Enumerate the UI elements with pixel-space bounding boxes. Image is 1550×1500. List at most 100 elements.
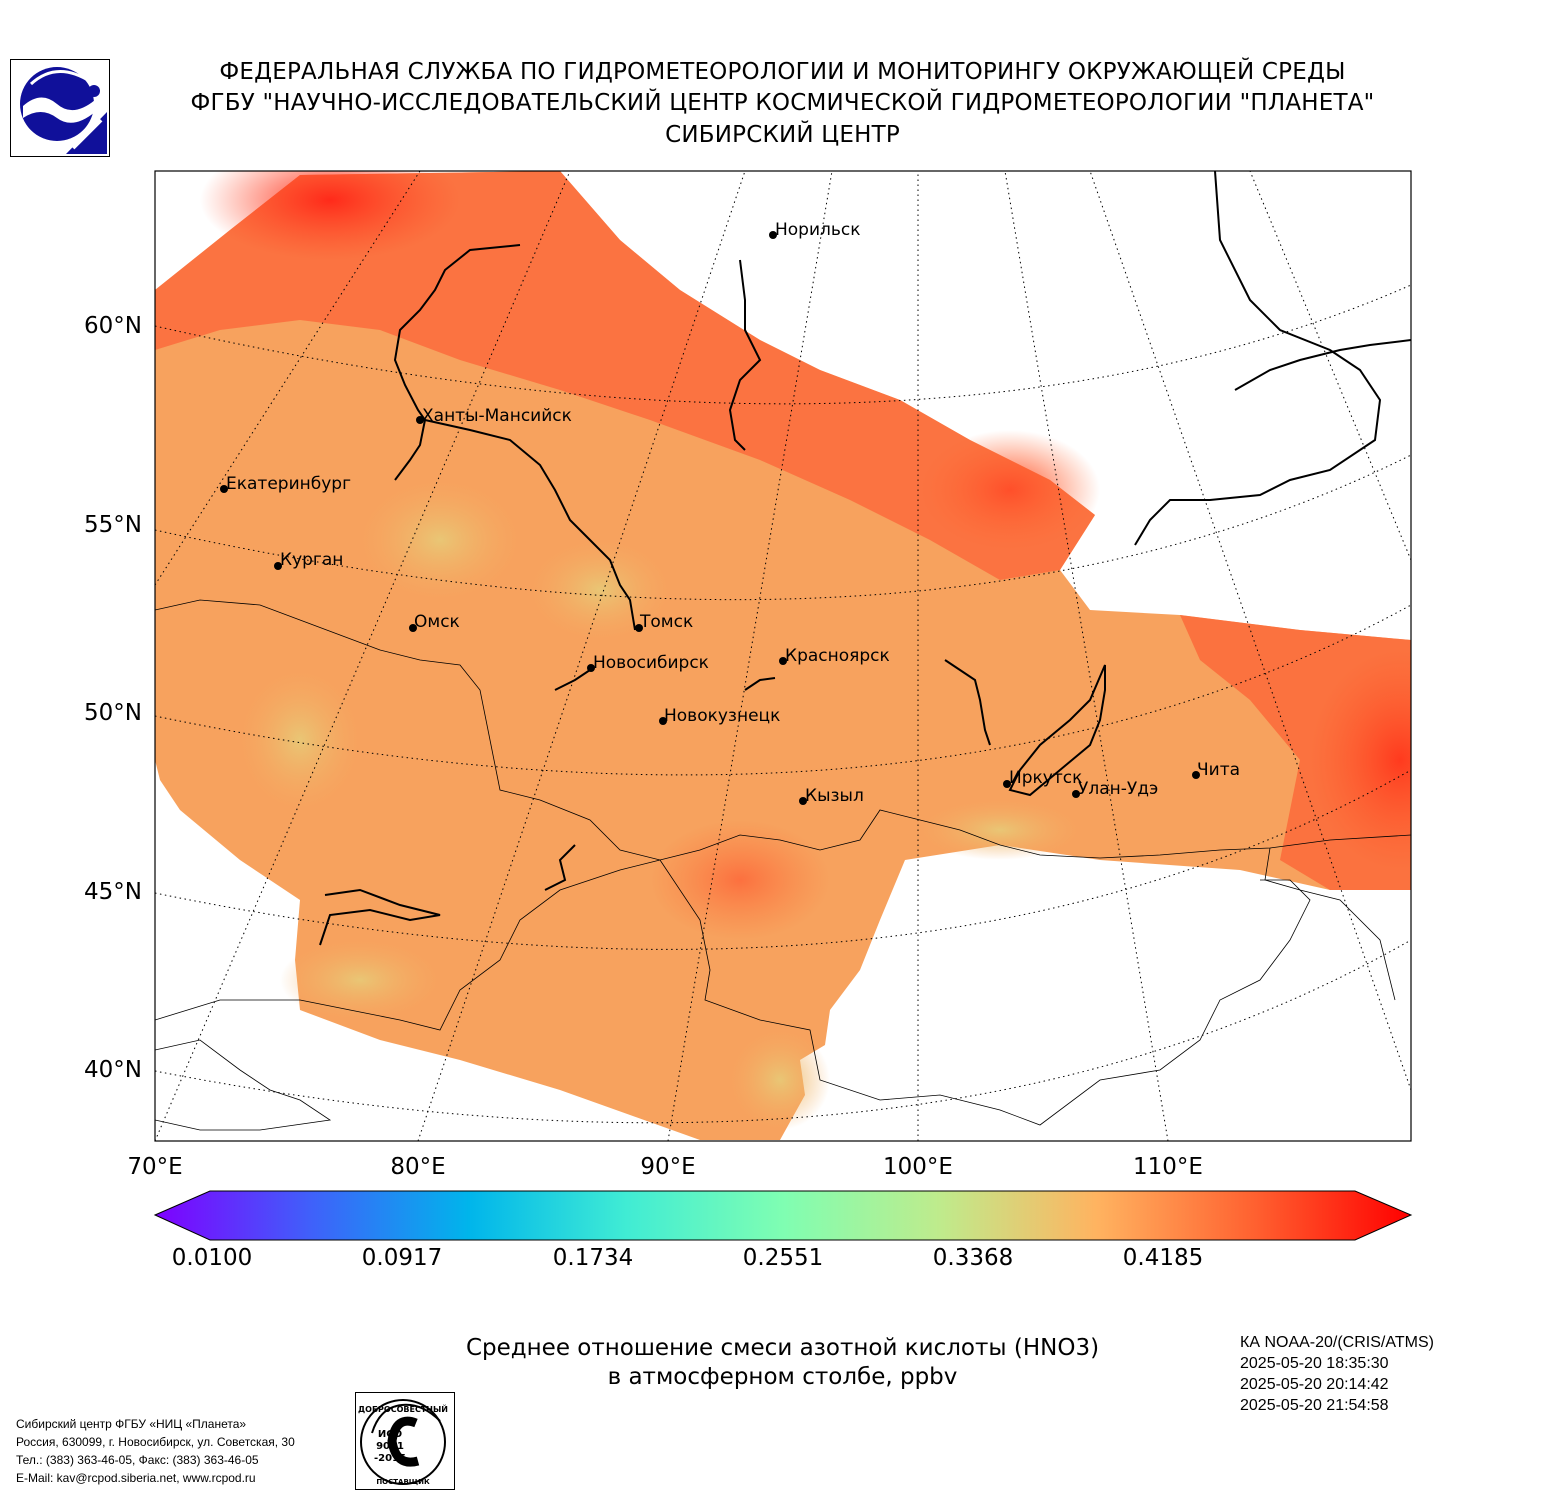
zaysan-lake <box>544 844 576 891</box>
pass-time-3: 2025-05-20 21:54:58 <box>1240 1397 1389 1414</box>
lon-line-70 <box>155 171 421 586</box>
city-label-chita: Чита <box>1197 760 1240 780</box>
city-kurgan: Курган <box>274 550 343 570</box>
hot-spot-center <box>920 430 1100 550</box>
city-novosibirsk: Новосибирск <box>587 653 709 673</box>
planeta-logo-icon <box>20 67 107 154</box>
balkhash-lake <box>319 888 441 946</box>
lat-label-55: 55°N <box>84 512 142 538</box>
city-label-novosibirsk: Новосибирск <box>593 653 709 673</box>
colorbar-body <box>153 1190 1413 1241</box>
krasnoyarsk-reservoir <box>744 677 776 691</box>
city-kyzyl: Кызыл <box>799 786 864 806</box>
contact-address: Россия, 630099, г. Новосибирск, ул. Сове… <box>16 1435 295 1449</box>
low-spot-5 <box>730 1030 830 1130</box>
lon-label-90: 90°E <box>640 1154 695 1180</box>
pass-time-2: 2025-05-20 20:14:42 <box>1240 1376 1389 1393</box>
iso-seal-icon: ДОБРОСОВЕСТНЫЙ ИСО 9001 -2015 ПОСТАВЩИК <box>358 1399 448 1486</box>
city-krasnoyarsk: Красноярск <box>779 646 890 666</box>
warm-spot-south <box>650 820 830 940</box>
kazakhstan-south-border <box>155 859 661 1031</box>
lena-river <box>1134 171 1382 546</box>
city-label-norilsk: Норильск <box>775 220 861 240</box>
colorbar-tick-1: 0.0100 <box>171 1245 253 1271</box>
lon-label-70: 70°E <box>127 1154 182 1180</box>
low-spot-3 <box>240 670 360 810</box>
lat-line-45 <box>155 769 1411 950</box>
colorbar-tick-5: 0.3368 <box>932 1245 1014 1271</box>
city-markers: Норильск Ханты-Мансийск Екатеринбург Кур… <box>220 220 1240 806</box>
city-label-ulan-ude: Улан-Удэ <box>1078 779 1158 799</box>
city-label-novokuznetsk: Новокузнецк <box>664 706 780 726</box>
city-khanty-mansiysk: Ханты-Мансийск <box>416 406 572 426</box>
city-label-kyzyl: Кызыл <box>805 786 864 806</box>
lon-line-120 <box>1089 171 1411 1091</box>
pass-time-1: 2025-05-20 18:35:30 <box>1240 1355 1389 1372</box>
lon-line-75 <box>155 171 571 1141</box>
iso-seal-iso: ИСО <box>378 1429 402 1440</box>
city-irkutsk: Иркутск <box>1003 768 1082 788</box>
angara-reservoir <box>944 659 991 746</box>
lon-label-100: 100°E <box>883 1154 953 1180</box>
lat-line-60 <box>155 284 1411 405</box>
city-omsk: Омск <box>409 612 460 632</box>
contact-phone: Тел.: (383) 363-46-05, Факс: (383) 363-4… <box>16 1453 259 1467</box>
header-center: СИБИРСКИЙ ЦЕНТР <box>665 122 900 148</box>
city-label-yekaterinburg: Екатеринбург <box>226 474 351 494</box>
lon-line-130 <box>1249 171 1411 561</box>
city-label-khanty-mansiysk: Ханты-Мансийск <box>422 406 572 426</box>
data-field: Норильск Ханты-Мансийск Екатеринбург Кур… <box>155 0 1411 1141</box>
lat-label-45: 45°N <box>84 879 142 905</box>
map-axes: 60°N 55°N 50°N 45°N 40°N 70°E 80°E 90°E … <box>84 313 1203 1180</box>
ob-river <box>393 244 521 481</box>
irtysh-river <box>424 419 636 631</box>
lat-line-50 <box>155 604 1411 776</box>
city-chita: Чита <box>1192 760 1240 780</box>
lon-label-110: 110°E <box>1133 1154 1203 1180</box>
russia-border <box>155 599 1411 861</box>
baikal-lake <box>1008 664 1106 797</box>
china-border <box>659 859 1311 1126</box>
city-ulan-ude: Улан-Удэ <box>1072 779 1158 799</box>
map-frame <box>154 170 1412 1142</box>
rivers <box>319 171 1411 946</box>
lat-label-40: 40°N <box>84 1057 142 1083</box>
city-label-omsk: Омск <box>414 612 460 632</box>
colorbar-tick-2: 0.0917 <box>361 1245 443 1271</box>
lon-line-80 <box>417 171 746 1141</box>
map-caption-line2: в атмосферном столбе, ppbv <box>607 1364 958 1390</box>
lat-line-65 <box>155 0 1411 128</box>
contact-org: Сибирский центр ФГБУ «НИЦ «Планета» <box>16 1417 247 1431</box>
iso-seal-2015: -2015 <box>374 1453 406 1464</box>
planeta-logo <box>10 59 110 157</box>
city-yekaterinburg: Екатеринбург <box>220 474 351 494</box>
borders <box>155 599 1411 1131</box>
city-label-irkutsk: Иркутск <box>1009 768 1082 788</box>
map-caption-line1: Среднее отношение смеси азотной кислоты … <box>465 1335 1100 1361</box>
city-label-krasnoyarsk: Красноярск <box>785 646 890 666</box>
hot-spot-east <box>1310 650 1411 870</box>
lon-label-80: 80°E <box>390 1154 445 1180</box>
vilyuy-river <box>1234 339 1411 391</box>
colorbar <box>153 1190 1413 1241</box>
low-spot-6 <box>920 800 1080 860</box>
lat-label-60: 60°N <box>84 313 142 339</box>
satellite-name: КА NOAA-20/(CRIS/ATMS) <box>1240 1334 1434 1351</box>
header-agency: ФЕДЕРАЛЬНАЯ СЛУЖБА ПО ГИДРОМЕТЕОРОЛОГИИ … <box>219 59 1346 85</box>
ob-reservoir <box>554 669 591 691</box>
city-tomsk: Томск <box>635 612 693 632</box>
header-institute: ФГБУ "НАУЧНО-ИССЛЕДОВАТЕЛЬСКИЙ ЦЕНТР КОС… <box>190 90 1375 116</box>
northeast-border <box>1264 847 1396 1001</box>
central-asia-border <box>155 1039 332 1131</box>
lat-label-50: 50°N <box>84 700 142 726</box>
colorbar-tick-6: 0.4185 <box>1122 1245 1204 1271</box>
high-band-north <box>155 171 1095 580</box>
iso-seal-bottom-text: ПОСТАВЩИК <box>376 1478 430 1486</box>
city-label-tomsk: Томск <box>639 612 693 632</box>
hot-spot-nw <box>200 171 460 260</box>
iso-seal-top-text: ДОБРОСОВЕСТНЫЙ <box>358 1403 448 1414</box>
low-spot-4 <box>280 940 440 1020</box>
city-norilsk: Норильск <box>769 220 861 240</box>
low-spot-1 <box>360 480 520 600</box>
data-swath <box>155 171 1411 1140</box>
